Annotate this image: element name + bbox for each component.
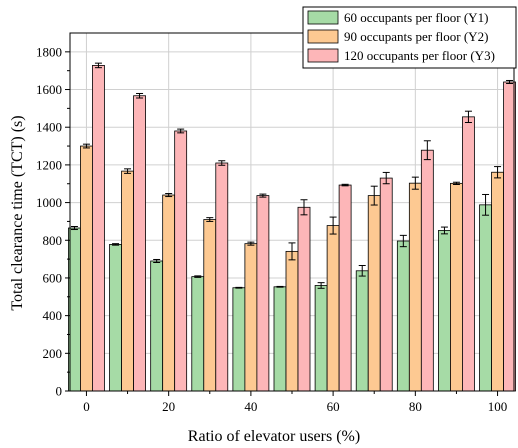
bar [256,195,270,392]
legend: 60 occupants per floor (Y1) 90 occupants … [302,6,517,69]
bar [450,182,463,392]
legend-swatch [307,10,339,25]
x-axis-title: Ratio of elevator users (%) [188,428,360,445]
legend-swatch [307,48,339,63]
bar [338,184,352,392]
x-tick-label: 0 [83,399,90,414]
bar [203,219,217,392]
x-tick-label: 100 [488,399,508,414]
y-tick-label: 1000 [36,195,62,210]
bar [326,225,340,392]
bar [379,177,393,392]
y-tick-label: 600 [43,270,63,285]
bar [297,206,311,392]
legend-label: 120 occupants per floor (Y3) [344,48,495,63]
bar [355,270,369,392]
bar [232,287,246,392]
bar [479,204,492,392]
axis-ticks: 0 200 400 600 800 1000 1200 1400 1600 1800 0 20 40 60… [36,44,507,414]
y-tick-label: 1800 [36,44,62,59]
bar [150,260,164,392]
bar [92,65,105,392]
bar [174,130,188,392]
bar [121,170,134,392]
y-tick-label: 1200 [36,157,62,172]
bar [491,171,504,392]
x-tick-label: 20 [162,399,175,414]
y-tick-label: 400 [43,308,63,323]
bar [462,116,475,392]
legend-box [302,6,517,69]
legend-swatch [307,29,339,44]
y-axis-title: Total clearance time (TCT) (s) [9,115,26,310]
y-tick-label: 1400 [36,120,62,135]
x-tick-label: 60 [327,399,340,414]
bar [109,244,122,392]
bar [162,194,176,392]
legend-label: 60 occupants per floor (Y1) [344,10,488,25]
x-tick-label: 40 [244,399,257,414]
bar [133,95,146,392]
bar [314,285,328,392]
y-tick-label: 800 [43,233,63,248]
bar [80,145,93,392]
y-tick-label: 200 [43,346,63,361]
bar [396,240,410,392]
bar [438,230,451,392]
legend-label: 90 occupants per floor (Y2) [344,29,488,44]
bar [191,276,205,392]
bars [68,62,516,392]
bar [420,149,434,392]
bar [367,195,381,392]
bar [408,182,422,392]
x-tick-label: 80 [409,399,422,414]
bar [285,250,299,392]
bar [273,286,287,392]
y-tick-label: 0 [56,384,63,399]
y-tick-label: 1600 [36,82,62,97]
bar [244,243,258,392]
bar [215,162,229,392]
